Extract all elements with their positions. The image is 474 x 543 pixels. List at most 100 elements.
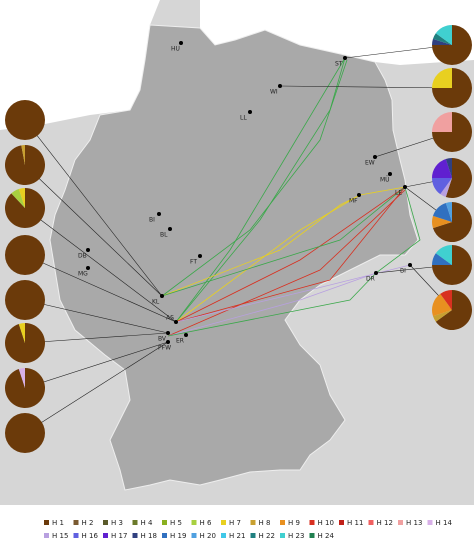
legend-label: H 21 — [229, 532, 245, 540]
legend-label: H 18 — [141, 532, 157, 540]
route — [175, 186, 406, 323]
pie-slice — [432, 202, 452, 222]
legend-label: H 6 — [200, 519, 212, 527]
legend-swatch — [280, 533, 285, 538]
city-dot — [408, 263, 412, 267]
legend-swatch — [132, 533, 138, 538]
pie-slice — [5, 323, 46, 363]
pie-slice — [432, 33, 452, 45]
city-dot — [86, 266, 90, 270]
pie-slice — [432, 38, 452, 45]
legend-label: H 5 — [170, 519, 182, 527]
route — [167, 189, 406, 337]
legend-swatch — [309, 520, 315, 525]
pie-slice — [11, 188, 25, 208]
city-dot — [388, 172, 392, 176]
city-label: MÜ — [380, 177, 390, 184]
legend-label: H 20 — [200, 532, 216, 540]
pies — [4, 25, 473, 453]
route — [161, 59, 348, 297]
city-label: EW — [365, 160, 375, 167]
route — [175, 186, 406, 323]
legend-label: H 4 — [141, 519, 153, 527]
city-label: MG — [78, 271, 88, 278]
pie-slice — [5, 413, 45, 453]
legend-swatch — [221, 533, 226, 538]
city-dot — [168, 227, 172, 231]
legend-label: H 23 — [288, 532, 304, 540]
city-dot — [248, 110, 252, 114]
pie-slice — [432, 293, 452, 317]
legend-label: H 7 — [229, 519, 241, 527]
pie-slice — [432, 253, 452, 265]
connector — [24, 119, 163, 297]
legend-label: H 12 — [377, 519, 393, 527]
city-label: DB — [78, 253, 87, 260]
legend-label: H 9 — [288, 519, 300, 527]
city-label: ER — [176, 338, 184, 345]
city-dot — [184, 333, 188, 337]
pie-slice — [432, 68, 452, 88]
legend-swatch — [250, 520, 256, 525]
route — [175, 57, 346, 323]
legend-label: H 16 — [82, 532, 99, 540]
pie-slice — [5, 235, 45, 275]
legend-swatch — [73, 533, 79, 538]
legend-label: H 3 — [111, 519, 123, 527]
city-label: BV — [158, 336, 167, 343]
city-dot — [343, 56, 347, 60]
route — [161, 186, 406, 297]
connector — [24, 299, 169, 334]
pie-slice — [435, 245, 452, 265]
legend-swatch — [427, 520, 433, 525]
legend-label: H 24 — [318, 532, 335, 540]
city-label: DR — [366, 276, 375, 283]
legend-label: H 15 — [52, 532, 68, 540]
city-label: MF — [349, 198, 358, 205]
pie-slice — [4, 188, 45, 229]
city-dot — [198, 254, 202, 258]
connector — [279, 85, 453, 89]
city-dot — [166, 340, 170, 344]
city-dot — [160, 294, 164, 298]
connector — [24, 254, 177, 323]
legend-swatch — [103, 533, 108, 538]
pie-slice — [5, 100, 45, 140]
legend-swatch — [44, 520, 49, 525]
pie-slice — [432, 158, 452, 178]
legend: H 1 H 2 H 3 H 4 H 5 H 6 H 7 H 8 H 9 H 10 H 11 H 12 H… — [44, 519, 452, 540]
legend-swatch — [398, 520, 403, 525]
legend-swatch — [368, 520, 374, 525]
city-dot — [374, 271, 378, 275]
pie-slice — [435, 25, 452, 45]
baltic-sea — [200, 0, 474, 65]
connector — [24, 164, 163, 297]
city-label: KL — [152, 299, 160, 306]
pie-slice — [445, 202, 452, 222]
legend-swatch — [103, 520, 108, 525]
legend-swatch — [44, 533, 49, 538]
city-label: LE — [395, 190, 402, 197]
legend-label: H 13 — [406, 519, 422, 527]
legend-swatch — [250, 533, 256, 538]
connector — [24, 341, 169, 389]
legend-swatch — [191, 533, 197, 538]
pie-slice — [432, 112, 452, 132]
city-dot — [179, 41, 183, 45]
legend-label: H 1 — [52, 519, 64, 527]
legend-label: H 10 — [318, 519, 334, 527]
legend-swatch — [162, 520, 167, 525]
city-dot — [174, 320, 178, 324]
pie-slice — [445, 158, 472, 199]
legend-swatch — [162, 533, 167, 538]
pie-slice — [5, 280, 45, 320]
city-label: AS — [166, 315, 174, 322]
legend-swatch — [73, 520, 79, 525]
city-dot — [403, 185, 407, 189]
pie-slice — [440, 178, 452, 198]
city-label: WI — [270, 89, 278, 96]
route — [161, 194, 361, 297]
legend-label: H 14 — [436, 519, 453, 527]
pie-slice — [18, 323, 25, 343]
